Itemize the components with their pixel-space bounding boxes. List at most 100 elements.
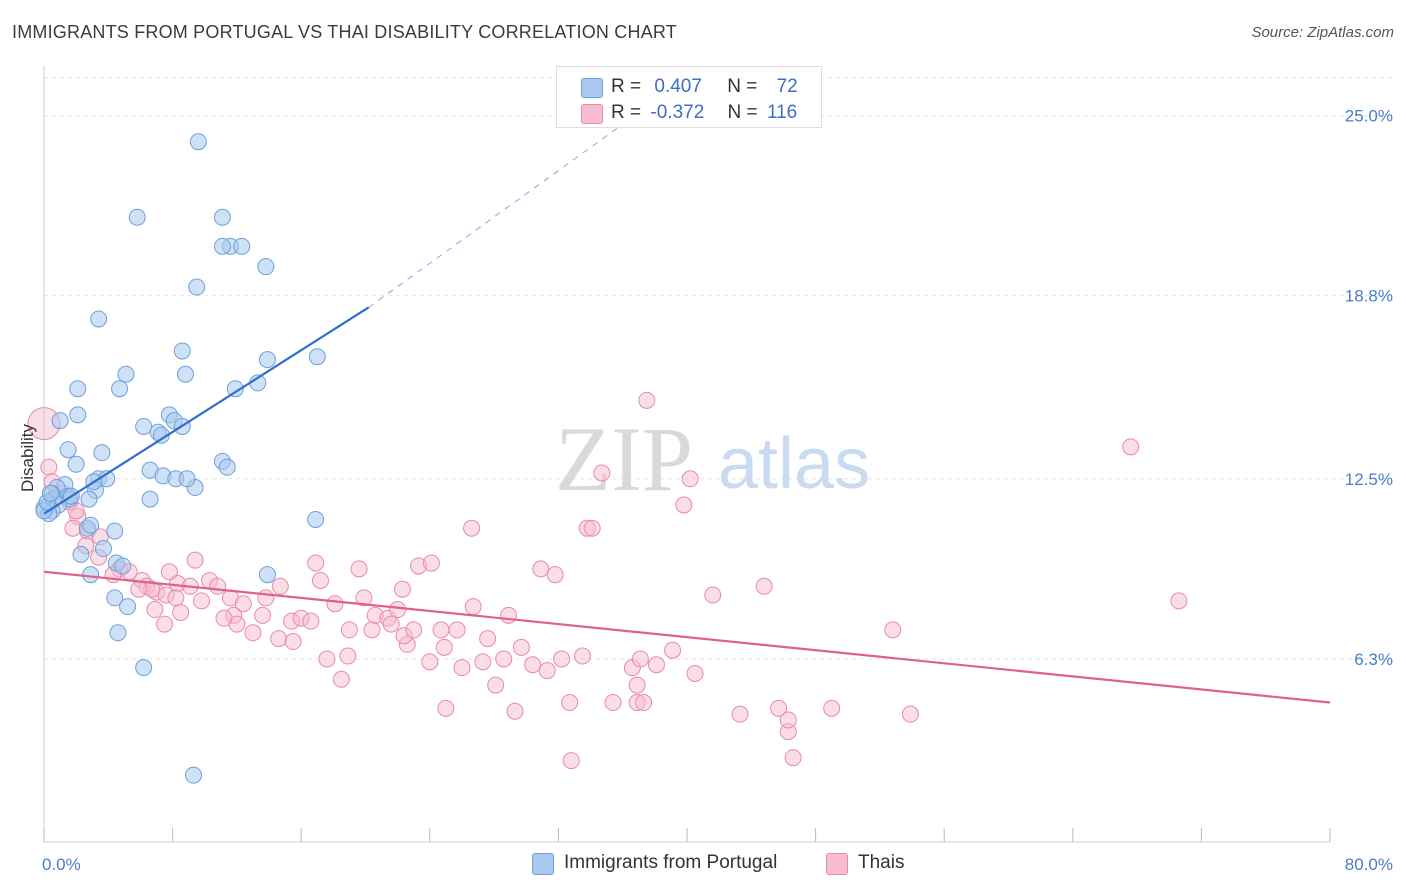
- portugal-point: [117, 365, 135, 383]
- thais-point: [215, 609, 233, 627]
- r-label: R =: [611, 102, 642, 123]
- portugal-point: [189, 133, 207, 151]
- thais-point: [350, 560, 368, 578]
- portugal-point: [173, 342, 191, 360]
- portugal-point: [109, 624, 127, 642]
- thais-point: [326, 595, 344, 613]
- portugal-point: [51, 412, 69, 430]
- portugal-point: [111, 380, 129, 398]
- portugal-point: [141, 490, 159, 508]
- portugal-point: [226, 380, 244, 398]
- portugal-point: [135, 417, 153, 435]
- portugal-point: [106, 589, 124, 607]
- portugal-point: [184, 766, 202, 784]
- portugal-point: [128, 208, 146, 226]
- n-value: 72: [776, 76, 798, 97]
- x-tick-label: 80.0%: [1345, 855, 1393, 874]
- thais-point: [681, 470, 699, 488]
- thais-point: [532, 560, 550, 578]
- thais-point: [40, 458, 58, 476]
- thais-point: [193, 592, 211, 610]
- portugal-trend-extension: [368, 123, 623, 308]
- grid-lines: [44, 77, 1394, 660]
- thais-point: [664, 641, 682, 659]
- portugal-point: [218, 458, 236, 476]
- y-tick-label: 6.3%: [1354, 650, 1393, 669]
- chart-title: IMMIGRANTS FROM PORTUGAL VS THAI DISABIL…: [12, 22, 677, 42]
- thais-point: [884, 621, 902, 639]
- y-axis-label: Disability: [18, 423, 37, 492]
- thais-point: [146, 601, 164, 619]
- thais-point: [638, 391, 656, 409]
- thais-point: [389, 601, 407, 619]
- portugal-point: [258, 351, 276, 369]
- thais-point: [500, 606, 518, 624]
- thais-legend-swatch: [826, 853, 848, 875]
- thais-point: [628, 676, 646, 694]
- thais-point: [553, 650, 571, 668]
- thais-point: [561, 694, 579, 712]
- portugal-point: [119, 598, 137, 616]
- thais-point: [593, 464, 611, 482]
- thais-point: [257, 589, 275, 607]
- portugal-point: [69, 380, 87, 398]
- portugal-point: [176, 365, 194, 383]
- portugal-legend-swatch: [532, 853, 554, 875]
- thais-point: [647, 656, 665, 674]
- thais-point: [340, 621, 358, 639]
- correlation-legend: R = 0.407 N = 72 R = -0.372 N = 116: [556, 66, 822, 128]
- thais-point: [1122, 438, 1140, 456]
- thais-point: [435, 638, 453, 656]
- thais-point: [302, 612, 320, 630]
- x-tick-label: 0.0%: [42, 855, 81, 874]
- portugal-point: [41, 484, 59, 502]
- thais-point: [209, 577, 227, 595]
- thais-point: [363, 621, 381, 639]
- thais-swatch: [581, 104, 603, 124]
- thais-point: [631, 650, 649, 668]
- thais-point: [463, 519, 481, 537]
- thais-point: [382, 615, 400, 633]
- portugal-point: [188, 278, 206, 296]
- thais-trend-line: [43, 570, 1331, 704]
- thais-point: [453, 659, 471, 677]
- r-value: -0.372: [650, 102, 705, 123]
- portugal-point: [258, 566, 276, 584]
- portugal-point: [80, 490, 98, 508]
- portugal-swatch: [581, 78, 603, 98]
- portugal-point: [94, 540, 112, 558]
- thais-point: [524, 656, 542, 674]
- thais-point: [604, 694, 622, 712]
- r-value: 0.407: [654, 76, 702, 97]
- thais-point: [506, 702, 524, 720]
- thais-point: [731, 705, 749, 723]
- portugal-point: [82, 566, 100, 584]
- thais-point: [355, 589, 373, 607]
- thais-point: [675, 496, 693, 514]
- portugal-point: [59, 441, 77, 459]
- thais-point: [307, 554, 325, 572]
- thais-point: [234, 595, 252, 613]
- thais-point: [901, 705, 919, 723]
- thais-point: [512, 638, 530, 656]
- thais-point: [474, 653, 492, 671]
- watermark: ZIP atlas: [555, 408, 870, 510]
- thais-point: [254, 606, 272, 624]
- thais-point: [583, 519, 601, 537]
- thais-point: [421, 653, 439, 671]
- n-label: N =: [727, 76, 758, 97]
- y-tick-label: 18.8%: [1345, 287, 1393, 306]
- portugal-point: [135, 659, 153, 677]
- thais-point: [339, 647, 357, 665]
- thais-point: [1170, 592, 1188, 610]
- portugal-point: [67, 455, 85, 473]
- thais-point: [538, 662, 556, 680]
- thais-point: [562, 752, 580, 770]
- watermark-atlas: atlas: [718, 424, 870, 504]
- portugal-point: [90, 310, 108, 328]
- tick-labels: 6.3% 12.5% 18.8% 25.0% 0.0% 80.0%: [42, 107, 1393, 874]
- y-tick-label: 12.5%: [1345, 470, 1393, 489]
- thais-point: [704, 586, 722, 604]
- portugal-point: [106, 522, 124, 540]
